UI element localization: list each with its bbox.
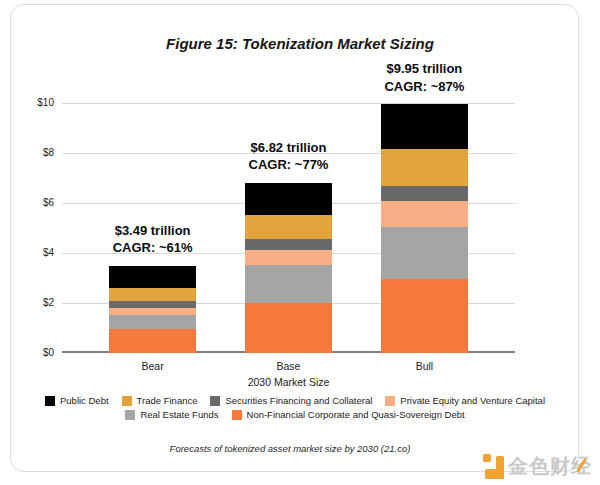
cagr-label: CAGR: ~61% [113, 239, 193, 257]
bar-segment [245, 265, 332, 303]
total-value-label: $6.82 trillion [249, 139, 329, 157]
category-label: Bear [142, 360, 164, 372]
bar-segment [109, 308, 196, 315]
legend-swatch [210, 396, 220, 406]
legend-item-public_debt: Public Debt [45, 395, 109, 406]
legend-item-trade_finance: Trade Finance [122, 395, 198, 406]
legend-swatch [45, 396, 55, 406]
total-annotation: $3.49 trillionCAGR: ~61% [113, 222, 193, 257]
legend-label: Public Debt [60, 395, 109, 406]
bar-segment [245, 239, 332, 249]
chart-caption: Forecasts of tokenized asset market size… [0, 443, 580, 454]
total-value-label: $3.49 trillion [113, 222, 193, 240]
bar-segment [109, 315, 196, 329]
bar-segment [109, 301, 196, 308]
total-annotation: $9.95 trillionCAGR: ~87% [384, 60, 464, 95]
jinse-finance-watermark: 金色财经 [483, 454, 592, 479]
bar-segment [381, 186, 468, 201]
category-label: Base [277, 360, 301, 372]
legend-label: Real Estate Funds [140, 409, 218, 420]
chart-title: Figure 15: Tokenization Market Sizing [0, 36, 600, 52]
jinse-logo-text: 金色财经 [508, 454, 592, 479]
legend: Public Debt Trade Finance Securities Finan… [10, 395, 580, 423]
legend-label: Trade Finance [137, 395, 198, 406]
x-axis-title: 2030 Market Size [62, 376, 515, 388]
legend-swatch [232, 410, 242, 420]
bar-bear [109, 266, 196, 353]
bar-segment [109, 288, 196, 301]
total-value-label: $9.95 trillion [384, 60, 464, 78]
y-tick-label: $4 [12, 247, 54, 259]
legend-swatch [385, 396, 395, 406]
legend-item-securities: Securities Financing and Collateral [210, 395, 372, 406]
bar-segment [245, 250, 332, 266]
y-tick-label: $0 [12, 347, 54, 359]
legend-item-non_financial: Non-Financial Corporate and Quasi-Sovere… [232, 409, 465, 420]
legend-label: Private Equity and Venture Capital [400, 395, 545, 406]
cagr-label: CAGR: ~77% [249, 156, 329, 174]
bar-bull [381, 104, 468, 353]
jinse-logo-icon [483, 454, 504, 479]
bar-base [245, 183, 332, 354]
bar-segment [381, 279, 468, 353]
y-tick-label: $2 [12, 297, 54, 309]
total-annotation: $6.82 trillionCAGR: ~77% [249, 139, 329, 174]
y-tick-label: $10 [12, 97, 54, 109]
bar-segment [245, 183, 332, 216]
bar-segment [245, 303, 332, 353]
y-tick-label: $6 [12, 197, 54, 209]
cagr-label: CAGR: ~87% [384, 78, 464, 96]
legend-item-pe_vc: Private Equity and Venture Capital [385, 395, 545, 406]
bar-segment [245, 215, 332, 239]
legend-item-real_estate: Real Estate Funds [125, 409, 218, 420]
legend-row: Public Debt Trade Finance Securities Finan… [10, 395, 580, 406]
bar-segment [381, 227, 468, 280]
bar-segment [109, 266, 196, 289]
y-tick-label: $8 [12, 147, 54, 159]
category-label: Bull [416, 360, 434, 372]
bar-segment [381, 104, 468, 149]
legend-label: Non-Financial Corporate and Quasi-Sovere… [247, 409, 465, 420]
bar-segment [381, 201, 468, 227]
plot-area: $0$2$4$6$8$10$3.49 trillionCAGR: ~61%Bea… [62, 103, 515, 353]
bar-segment [381, 149, 468, 185]
legend-row: Real Estate Funds Non-Financial Corporate… [10, 409, 580, 420]
bar-segment [109, 329, 196, 354]
legend-swatch [125, 410, 135, 420]
legend-label: Securities Financing and Collateral [225, 395, 372, 406]
legend-swatch [122, 396, 132, 406]
